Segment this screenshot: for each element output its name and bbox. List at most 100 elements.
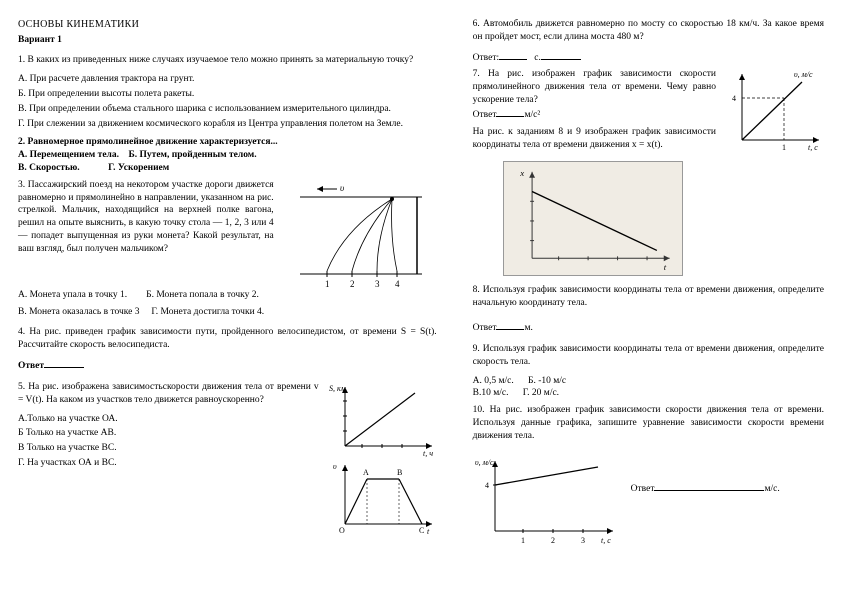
q3-row2: В. Монета оказалась в точке 3 Г. Монета …	[18, 306, 437, 319]
q10-block: υ, м/с t, с 4 1 2 3 Ответ м/с.	[473, 453, 824, 548]
q5-stem: 5. На рис. изображена зависимостьскорост…	[18, 381, 319, 407]
q5-fig1-icon: S, км t, ч	[327, 381, 437, 459]
q5-fig2-ylabel: υ	[333, 462, 337, 471]
q4-ans-blank	[44, 358, 84, 368]
q1-opt-a: А. При расчете давления трактора на грун…	[18, 73, 437, 86]
q1-opt-b: Б. При определении высоты полета ракеты.	[18, 88, 437, 101]
q5-text: 5. На рис. изображена зависимостьскорост…	[18, 381, 319, 472]
q2-opt-d: Г. Ускорением	[108, 163, 169, 173]
q3-arrow-label: υ	[340, 183, 344, 193]
q3-tick-3: 3	[375, 279, 380, 289]
q3-tick-1: 1	[325, 279, 330, 289]
q6-ans-blank	[499, 50, 527, 60]
q7-xtick: 1	[782, 143, 786, 152]
q9-opt-c: В.10 м/с.	[473, 388, 509, 398]
q10-xt3: 3	[581, 536, 585, 545]
q10-ylabel: υ, м/с	[475, 458, 494, 467]
q9-opt-a: А. 0,5 м/с.	[473, 376, 514, 386]
q8-unit: м.	[524, 323, 532, 333]
q3-figure-icon: υ 1 2 3 4	[282, 179, 437, 289]
q3-opt-c: В. Монета оказалась в точке 3	[18, 307, 139, 317]
q10-xlabel: t, с	[601, 536, 611, 545]
q9-stem: 9. Используя график зависимости координа…	[473, 343, 824, 369]
q7-text: 7. На рис. изображен график зависимости …	[473, 68, 716, 151]
q2-opt-b: Б. Путем, пройденным телом.	[129, 150, 257, 160]
q2-row2: В. Скоростью. Г. Ускорением	[18, 162, 437, 175]
q6-answer: Ответ: с.	[473, 50, 824, 65]
page-title: ОСНОВЫ КИНЕМАТИКИ	[18, 18, 437, 32]
q2-opt-c: В. Скоростью.	[18, 163, 80, 173]
q10-ytick: 4	[485, 481, 489, 490]
fig89-icon: x t	[503, 161, 683, 276]
right-column: 6. Автомобиль движется равномерно по мос…	[455, 18, 842, 585]
q4-ans-label: Ответ	[18, 361, 44, 371]
q5-lab-c: C	[419, 526, 424, 535]
q7-answer: Ответ м/с²	[473, 107, 716, 122]
q10-figure-icon: υ, м/с t, с 4 1 2 3	[473, 453, 623, 548]
q3-intro: 3. Пассажирский поезд на некотором участ…	[18, 179, 274, 256]
q7-ytick: 4	[732, 94, 736, 103]
q5-opt-c: В Только на участке ВС.	[18, 442, 319, 455]
q2-row1: А. Перемещением тела. Б. Путем, пройденн…	[18, 149, 437, 162]
q5-fig2-icon: υ t O A B C	[327, 459, 437, 539]
q10-xt2: 2	[551, 536, 555, 545]
q6-stem: 6. Автомобиль движется равномерно по мос…	[473, 18, 824, 44]
q3-block: 3. Пассажирский поезд на некотором участ…	[18, 179, 437, 289]
q7-figure-icon: υ, м/с t, с 4 1	[724, 68, 824, 153]
q6-unit: с.	[534, 53, 541, 63]
q8-ans-blank	[496, 320, 524, 330]
left-column: ОСНОВЫ КИНЕМАТИКИ Вариант 1 1. В каких и…	[0, 18, 455, 585]
q5-opt-b: Б Только на участке АВ.	[18, 427, 319, 440]
q9-row2: В.10 м/с. Г. 20 м/с.	[473, 387, 824, 400]
fig89-wrap: x t	[503, 161, 824, 276]
q1-opt-c: В. При определении объема стального шари…	[18, 103, 437, 116]
q2-stem: 2. Равномерное прямолинейное движение ха…	[18, 136, 437, 149]
q3-opt-a: А. Монета упала в точку 1.	[18, 290, 127, 300]
q3-row1: А. Монета упала в точку 1. Б. Монета поп…	[18, 289, 437, 302]
q5-fig1-xlabel: t, ч	[423, 449, 433, 458]
q4-stem: 4. На рис. приведен график зависимости п…	[18, 326, 437, 352]
q8-ans-label: Ответ	[473, 323, 497, 333]
q3-tick-2: 2	[350, 279, 355, 289]
fig89-ylabel: x	[519, 168, 524, 178]
q7-unit: м/с²	[524, 110, 540, 120]
q4-answer: Ответ	[18, 358, 437, 373]
q5-lab-o: O	[339, 526, 345, 535]
q5-lab-b: B	[397, 468, 402, 477]
q10-xt1: 1	[521, 536, 525, 545]
q5-figures: S, км t, ч υ t	[327, 381, 437, 539]
q10-ans-label: Ответ	[631, 484, 655, 494]
q10-unit: м/с.	[764, 484, 779, 494]
q10-answer: Ответ м/с.	[631, 453, 824, 496]
q3-opt-b: Б. Монета попала в точку 2.	[146, 290, 259, 300]
q2-opt-a: А. Перемещением тела.	[18, 150, 119, 160]
variant-label: Вариант 1	[18, 34, 437, 47]
q5-fig1-ylabel: S, км	[329, 384, 346, 393]
q7-stem: 7. На рис. изображен график зависимости …	[473, 68, 716, 106]
q7-ylabel: υ, м/с	[794, 70, 813, 79]
q9-row1: А. 0,5 м/с. Б. -10 м/с	[473, 375, 824, 388]
q3-opt-d: Г. Монета достигла точки 4.	[151, 307, 264, 317]
q10-ans-blank2	[694, 481, 764, 491]
q9-opt-b: Б. -10 м/с	[528, 376, 566, 386]
q10-ans-blank	[654, 481, 694, 491]
q9-opt-d: Г. 20 м/с.	[523, 388, 559, 398]
q6-ans-blank2	[541, 50, 581, 60]
q6-ans-label: Ответ:	[473, 53, 499, 63]
q5-block: 5. На рис. изображена зависимостьскорост…	[18, 381, 437, 539]
q7-ans-label: Ответ	[473, 110, 497, 120]
q7-block: 7. На рис. изображен график зависимости …	[473, 68, 824, 153]
q5-opt-a: А.Только на участке ОА.	[18, 413, 319, 426]
q7-note: На рис. к заданиям 8 и 9 изображен графи…	[473, 126, 716, 152]
q7-ans-blank	[496, 107, 524, 117]
q5-fig2-xlabel: t	[427, 527, 430, 536]
q1-stem: 1. В каких из приведенных ниже случаях и…	[18, 54, 437, 67]
q5-opt-d: Г. На участках ОА и ВС.	[18, 457, 319, 470]
q10-stem: 10. На рис. изображен график зависимости…	[473, 404, 824, 442]
q5-lab-a: A	[363, 468, 369, 477]
q8-answer: Ответ м.	[473, 320, 824, 335]
q3-tick-4: 4	[395, 279, 400, 289]
q7-xlabel: t, с	[808, 143, 818, 152]
q8-stem: 8. Используя график зависимости координа…	[473, 284, 824, 310]
q1-opt-d: Г. При слежении за движением космическог…	[18, 118, 437, 131]
